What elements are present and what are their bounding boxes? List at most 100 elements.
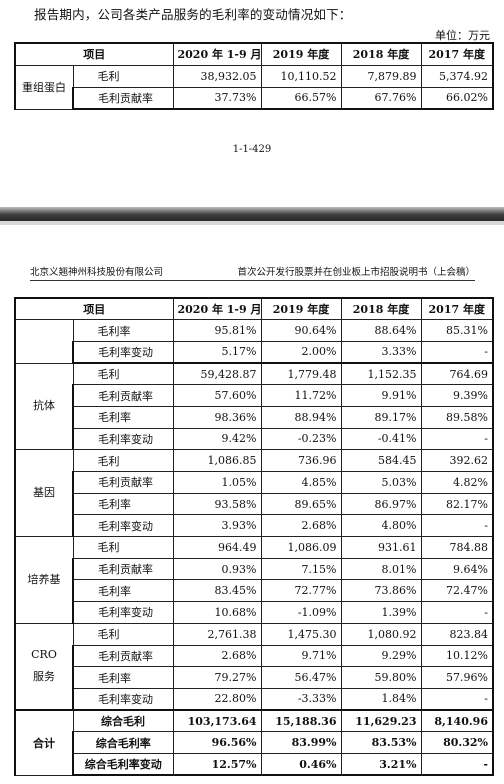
cell: 93.58% [172, 492, 262, 516]
cell: 59.80% [340, 666, 422, 689]
header-col: 2019 年度 [260, 297, 342, 321]
cell: - [420, 687, 494, 711]
cell: 1,086.85 [172, 449, 262, 472]
table-row: 抗体 毛利 59,428.87 1,779.48 1,152.35 764.69 [14, 362, 494, 451]
total-cell: 0.46% [260, 752, 342, 777]
cell: 5.03% [340, 471, 422, 494]
cell: 57.96% [420, 666, 494, 689]
cell: 823.84 [420, 622, 494, 646]
cell: 3.33% [340, 340, 422, 365]
header-item: 项目 [14, 42, 174, 66]
cell: 7.15% [260, 557, 342, 581]
cell: 57.60% [172, 384, 262, 407]
table-row: 重组蛋白 毛利 38,932.05 10,110.52 7,879.89 5,3… [14, 64, 494, 110]
table-row: 毛利率 79.27% 56.47% 59.80% 57.96% [15, 666, 494, 689]
header-col: 2019 年度 [260, 42, 342, 66]
table-header-row: 项目 2020 年 1-9 月 2019 年度 2018 年度 2017 年度 [14, 297, 494, 321]
row-label: 毛利率 [72, 492, 174, 516]
cell: 392.62 [420, 449, 494, 472]
cell: 85.31% [420, 319, 494, 342]
row-label: 毛利率变动 [72, 514, 174, 538]
cell: 95.81% [172, 319, 262, 342]
group-label: 抗体 [14, 362, 74, 451]
row-label: 毛利贡献率 [72, 384, 174, 407]
total-cell: 11,629.23 [340, 709, 422, 733]
cell: 9.64% [420, 557, 494, 581]
cell: 67.76% [340, 86, 422, 110]
table-row: 基因 毛利 1,086.85 736.96 584.45 392.62 [14, 449, 494, 538]
table-row: CRO 服务 毛利 2,761.38 1,475.30 1,080.92 823.84 [14, 622, 494, 711]
cell: 4.80% [340, 514, 422, 538]
cell: 9.42% [172, 427, 262, 451]
cell: 90.64% [260, 319, 342, 342]
group-label: 培养基 [14, 536, 74, 624]
table-row: 毛利贡献率 57.60% 11.72% 9.91% 9.39% [15, 384, 494, 407]
cell: - [420, 340, 494, 365]
total-label: 合计 [14, 709, 74, 776]
cell: 9.29% [340, 644, 422, 668]
cell: 1.05% [172, 471, 262, 494]
total-cell: 83.53% [340, 731, 422, 754]
header-col: 2018 年度 [340, 42, 422, 66]
cell: -0.41% [340, 427, 422, 451]
table-row: 毛利贡献率 1.05% 4.85% 5.03% 4.82% [15, 471, 494, 494]
row-label: 毛利率变动 [72, 340, 174, 365]
cell: 736.96 [260, 449, 342, 472]
row-label: 毛利率变动 [72, 601, 174, 624]
cell: 82.17% [420, 492, 494, 516]
row-label: 毛利贡献率 [72, 557, 174, 581]
cell: 73.86% [340, 579, 422, 603]
cell: 3.93% [172, 514, 262, 538]
cell: 0.93% [172, 557, 262, 581]
table-row: 毛利贡献率 37.73% 66.57% 67.76% 66.02% [15, 86, 494, 110]
table-row: 毛利贡献率 0.93% 7.15% 8.01% 9.64% [15, 557, 494, 581]
cell: -1.09% [260, 601, 342, 624]
cell: 66.57% [260, 86, 342, 110]
cell: 22.80% [172, 687, 262, 711]
total-cell: 8,140.96 [420, 709, 494, 733]
row-label: 毛利贡献率 [72, 471, 174, 494]
table-row: 毛利率变动 5.17% 2.00% 3.33% - [15, 340, 494, 365]
header-company: 北京义翘神州科技股份有限公司 [30, 267, 164, 278]
row-label: 毛利率变动 [72, 427, 174, 451]
total-cell: 96.56% [172, 731, 262, 754]
page-separator-edge [0, 221, 504, 225]
cell: 2.00% [260, 340, 342, 365]
group-label: 基因 [14, 449, 74, 538]
header-item: 项目 [14, 297, 174, 321]
total-row: 合计 综合毛利 103,173.64 15,188.36 11,629.23 8,140.… [14, 709, 494, 776]
cell: 4.82% [420, 471, 494, 494]
cell: 1.84% [340, 687, 422, 711]
cell: 10.12% [420, 644, 494, 668]
cell: 9.71% [260, 644, 342, 668]
total-cell: 3.21% [340, 752, 422, 777]
cell: 9.39% [420, 384, 494, 407]
group-label: CRO 服务 [14, 622, 74, 711]
row-label: 毛利率 [72, 405, 174, 429]
cell: 89.65% [260, 492, 342, 516]
row-label: 毛利率 [72, 319, 174, 342]
table-row: 毛利率变动 10.68% -1.09% 1.39% - [15, 601, 494, 624]
cell: 10,110.52 [260, 64, 342, 88]
cell: -0.23% [260, 427, 342, 451]
cell: - [420, 514, 494, 538]
table-row: 毛利贡献率 2.68% 9.71% 9.29% 10.12% [15, 644, 494, 668]
row-label: 毛利贡献率 [72, 86, 174, 110]
row-label: 毛利 [72, 64, 174, 88]
total-row: 综合毛利率 96.56% 83.99% 83.53% 80.32% [15, 731, 494, 754]
table-row: 毛利率变动 3.93% 2.68% 4.80% - [15, 514, 494, 538]
header-rule [30, 280, 475, 281]
page-separator [0, 207, 504, 221]
total-cell: 80.32% [420, 731, 494, 754]
cell: 1,779.48 [260, 362, 342, 386]
cell: 38,932.05 [172, 64, 262, 88]
table-row: 培养基 毛利 964.49 1,086.09 931.61 784.88 [14, 536, 494, 624]
row-label: 毛利 [72, 622, 174, 646]
cell: 9.91% [340, 384, 422, 407]
row-label: 毛利率变动 [72, 687, 174, 711]
cell: 66.02% [420, 86, 494, 110]
cell: 79.27% [172, 666, 262, 689]
total-row-label: 综合毛利率变动 [72, 752, 174, 777]
header-col: 2017 年度 [420, 297, 494, 321]
total-cell: 15,188.36 [260, 709, 342, 733]
